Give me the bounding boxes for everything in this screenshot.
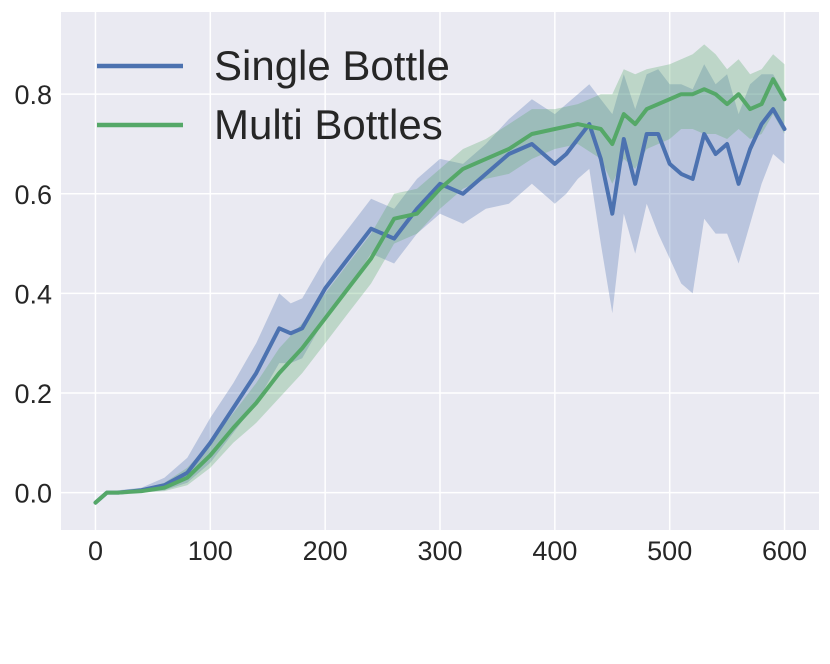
band-single-bottle: [95, 64, 785, 503]
series-lines: [93, 77, 787, 505]
y-tick-label: 0.2: [14, 379, 52, 409]
x-tick-label: 0: [88, 536, 103, 566]
y-axis-ticks: 0.0 0.2 0.4 0.6 0.8: [14, 80, 52, 508]
x-tick-label: 300: [417, 536, 462, 566]
legend-label-multi-bottles: Multi Bottles: [214, 101, 443, 148]
y-tick-label: 0.8: [14, 80, 52, 110]
y-tick-label: 0.4: [14, 279, 52, 309]
series-line-multi-bottles: [93, 77, 787, 505]
y-tick-label: 0.6: [14, 180, 52, 210]
x-axis-ticks: 0 100 200 300 400 500 600: [88, 536, 807, 566]
legend: Single Bottle Multi Bottles: [97, 42, 450, 148]
x-tick-label: 200: [303, 536, 348, 566]
legend-label-single-bottle: Single Bottle: [214, 42, 450, 89]
x-tick-label: 100: [188, 536, 233, 566]
grid-lines: [61, 12, 819, 530]
y-tick-label: 0.0: [14, 479, 52, 509]
x-tick-label: 500: [647, 536, 692, 566]
series-line-single-bottle: [93, 107, 787, 505]
x-tick-label: 600: [762, 536, 807, 566]
x-tick-label: 400: [532, 536, 577, 566]
